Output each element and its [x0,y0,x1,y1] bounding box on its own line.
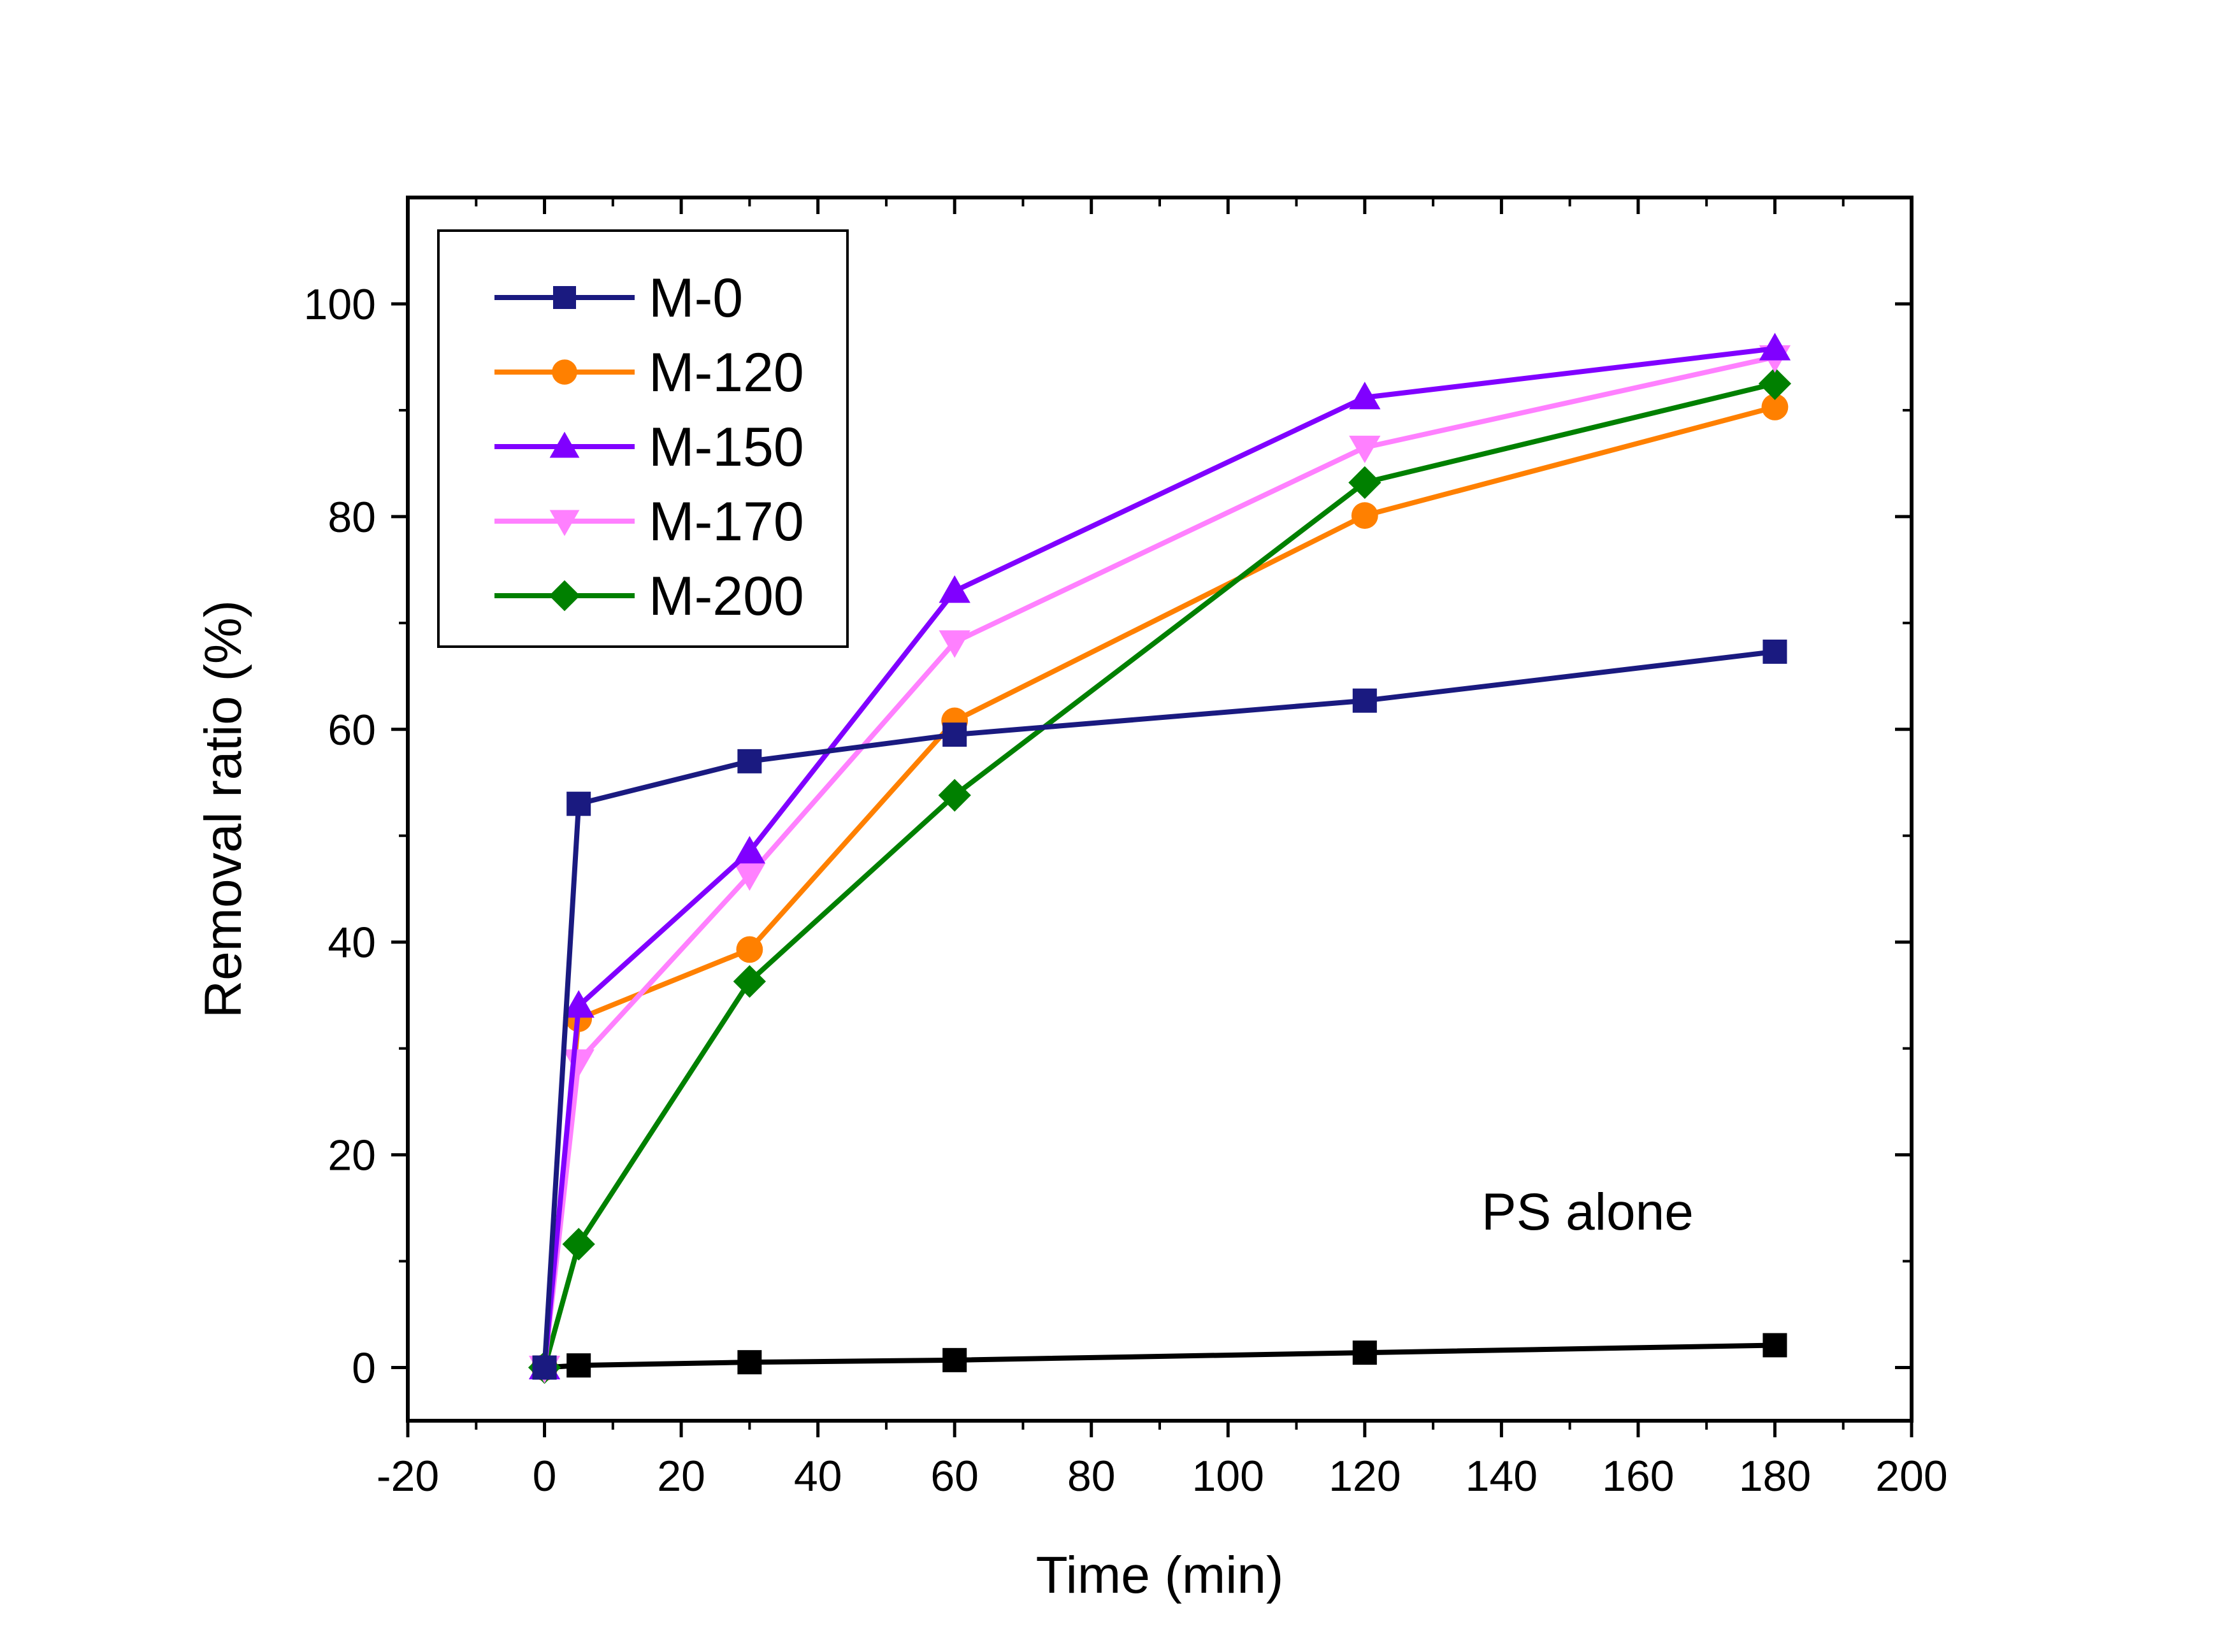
data-point-m-120 [1351,502,1378,529]
legend: M-0 M-120 M-150 M-170 M-200 [437,229,849,648]
x-tick-label: 0 [533,1452,557,1500]
y-axis: 0 20 40 60 80 100 [304,280,1912,1393]
y-axis-title: Removal ratio (%) [194,600,252,1018]
data-point-m-150 [1759,333,1791,361]
data-point-m-200 [1348,466,1381,499]
data-point-ps-alone [737,1350,762,1375]
legend-marker-m-150 [549,431,580,458]
x-tick-label: 40 [794,1452,842,1500]
data-point-ps-alone [942,1347,967,1372]
data-point-m-0 [942,722,967,747]
x-tick-label: 20 [657,1452,705,1500]
data-point-m-0 [737,749,762,773]
data-point-m-200 [1758,367,1792,400]
legend-label-m-0: M-0 [649,268,743,329]
data-point-ps-alone [566,1353,591,1378]
x-tick-label: 100 [1192,1452,1264,1500]
x-tick-label: 120 [1329,1452,1401,1500]
data-point-m-170 [733,863,766,891]
x-tick-label: 140 [1466,1452,1538,1500]
x-tick-label: 160 [1602,1452,1674,1500]
x-tick-label: -20 [377,1452,439,1500]
data-point-m-0 [1762,639,1787,664]
data-point-m-170 [1349,435,1381,464]
data-point-m-200 [733,965,767,998]
legend-label-m-200: M-200 [649,566,804,627]
x-tick-label: 200 [1875,1452,1947,1500]
x-tick-label: 80 [1067,1452,1116,1500]
series-ps-alone [532,1333,1787,1380]
data-point-m-150 [563,990,595,1018]
annotation-ps-alone: PS alone [1481,1183,1694,1241]
legend-marker-m-0 [553,286,576,309]
series-layer [528,333,1792,1384]
series-line-m-170 [542,354,1776,1368]
data-point-m-150 [939,575,970,603]
series-line-ps-alone [544,1342,1775,1370]
legend-marker-m-170 [549,510,580,536]
legend-label-m-120: M-120 [649,342,804,403]
x-axis-title: Time (min) [1036,1546,1284,1604]
data-point-m-200 [562,1228,595,1261]
y-tick-label: 20 [328,1131,376,1180]
series-line-m-0 [542,649,1775,1368]
data-point-m-0 [566,791,591,816]
legend-label-m-150: M-150 [649,417,804,478]
y-tick-label: 40 [328,919,376,967]
data-point-m-150 [733,836,766,864]
legend-marker-m-200 [549,580,580,612]
legend-label-m-170: M-170 [649,491,804,552]
series-line-m-200 [542,381,1776,1368]
data-point-m-0 [1352,688,1377,713]
x-tick-label: 60 [930,1452,979,1500]
y-tick-label: 60 [328,706,376,754]
legend-marker-m-120 [552,359,577,385]
data-point-ps-alone [1762,1333,1787,1358]
series-line-m-150 [542,346,1775,1368]
x-tick-label: 180 [1739,1452,1811,1500]
data-point-m-200 [938,779,971,812]
data-point-m-0 [532,1355,557,1380]
data-point-ps-alone [1352,1340,1377,1365]
y-tick-label: 100 [304,280,376,329]
y-tick-label: 80 [328,493,376,542]
data-point-m-150 [1349,382,1381,410]
data-point-m-170 [563,1049,595,1077]
series-m-0 [532,639,1787,1380]
data-point-m-120 [736,936,763,963]
data-point-m-170 [939,630,970,658]
data-point-m-120 [1761,394,1789,420]
y-tick-label: 0 [352,1344,376,1393]
x-axis: -20 0 20 40 60 80 100 120 140 160 180 200 [377,198,1948,1500]
